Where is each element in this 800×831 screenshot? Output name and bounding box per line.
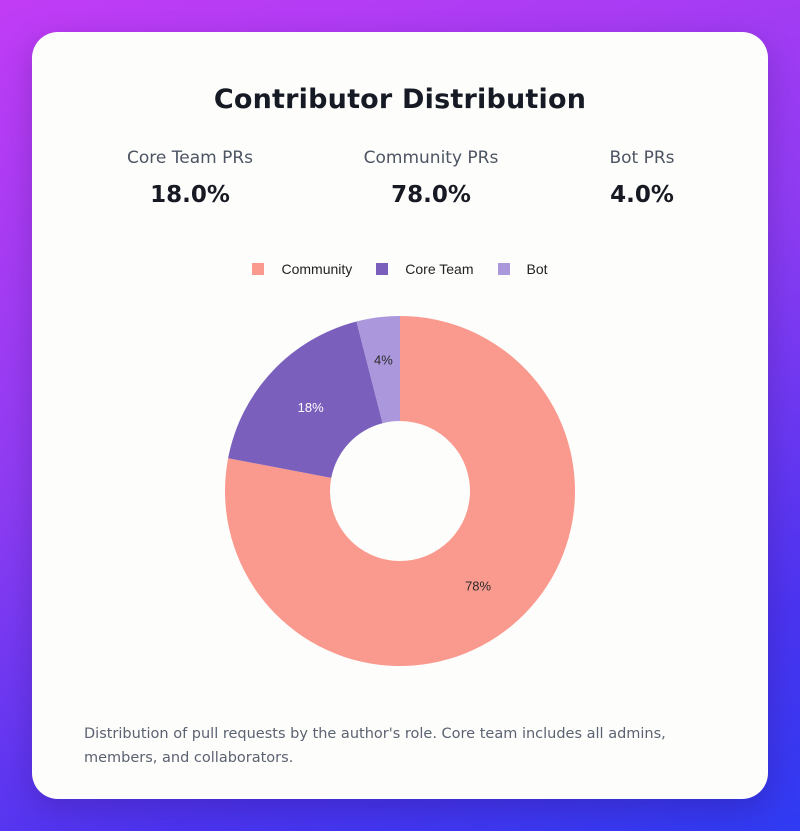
chart-card: Contributor Distribution Core Team PRs 1… [32,32,768,799]
stat-core-team-label: Core Team PRs [126,148,253,168]
chart-caption: Distribution of pull requests by the aut… [84,726,666,766]
legend-label-core-team: Core Team [405,261,474,277]
legend-item-bot[interactable]: Bot [497,261,548,277]
legend-label-bot: Bot [526,261,548,277]
stat-core-team-value: 18.0% [150,182,230,208]
stat-bot-label: Bot PRs [609,148,675,168]
donut-slice-community[interactable] [225,316,575,666]
stat-bot-value: 4.0% [610,182,674,208]
donut-slice-bot[interactable] [356,316,400,424]
data-label-bot: 4% [374,353,393,368]
data-label-community: 78% [465,578,491,593]
legend-item-community[interactable]: Community [252,261,352,277]
donut-chart: 78% 18% 4% [225,316,575,666]
legend-item-core-team[interactable]: Core Team [376,261,474,277]
legend-swatch-bot [497,263,510,275]
legend-swatch-core-team [376,263,389,275]
legend-label-community: Community [281,261,353,277]
stat-bot: Bot PRs 4.0% [522,148,762,208]
donut-slice-core-team[interactable] [228,321,383,478]
data-label-core-team: 18% [298,400,324,415]
chart-legend: Community Core Team Bot [32,261,768,277]
stat-community-label: Community PRs [363,148,499,168]
stat-community-value: 78.0% [391,182,471,208]
stat-core-team: Core Team PRs 18.0% [70,148,310,208]
stat-community: Community PRs 78.0% [311,148,551,208]
legend-swatch-community [252,263,265,275]
chart-title: Contributor Distribution [213,84,587,115]
